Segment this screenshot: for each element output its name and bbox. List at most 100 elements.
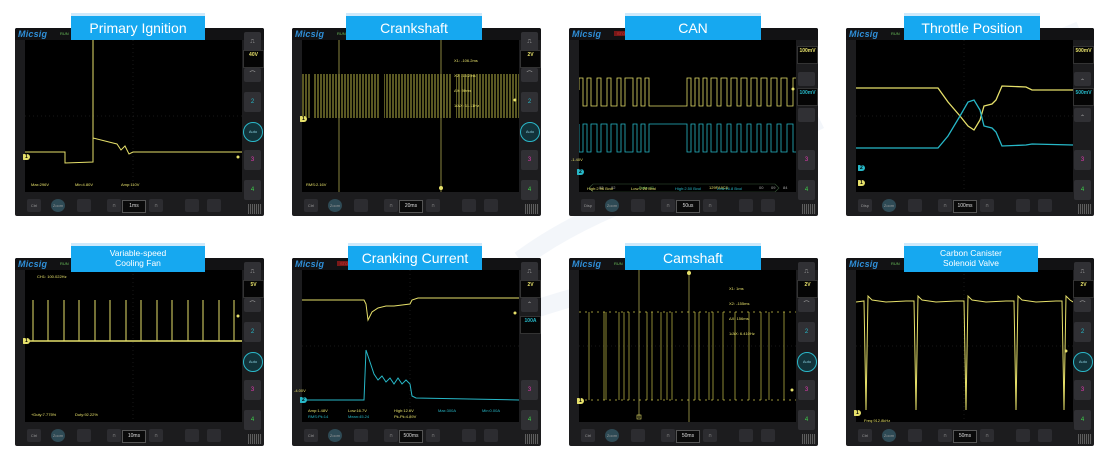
- ch4-button[interactable]: 4: [798, 410, 815, 430]
- timebase-decrease-button[interactable]: ⊓: [107, 429, 121, 442]
- ch3-button[interactable]: 3: [521, 380, 538, 400]
- timebase-increase-button[interactable]: ⊓: [149, 199, 163, 212]
- ch2-button[interactable]: 2: [798, 322, 815, 342]
- ch4-button[interactable]: 4: [244, 180, 261, 200]
- trigger-edge-button[interactable]: ⎍: [244, 32, 261, 52]
- save-button[interactable]: [1016, 429, 1030, 442]
- ctrl-button[interactable]: Ctrl: [27, 199, 41, 212]
- timebase-decrease-button[interactable]: ⊓: [661, 199, 675, 212]
- ch1-marker[interactable]: 1: [858, 180, 865, 186]
- measure-button[interactable]: [354, 199, 368, 212]
- zoom-button[interactable]: Zoom: [51, 199, 65, 212]
- timebase-decrease-button[interactable]: ⊓: [384, 199, 398, 212]
- menu-button[interactable]: [207, 429, 221, 442]
- ch2-adjust-button[interactable]: ⌃: [1074, 108, 1091, 122]
- ch1-adjust-button[interactable]: ⌃: [1074, 72, 1091, 86]
- ch1-scale[interactable]: 100mV: [797, 46, 818, 64]
- ch1-marker[interactable]: 1: [577, 398, 584, 404]
- zoom-button[interactable]: Zoom: [605, 429, 619, 442]
- ch2-scale[interactable]: 100mV: [797, 88, 818, 106]
- trigger-edge-button[interactable]: ⎍: [521, 32, 538, 52]
- ch1-scale[interactable]: 2V: [520, 50, 541, 68]
- measure-button[interactable]: [908, 199, 922, 212]
- ch2-button[interactable]: 2: [1074, 322, 1091, 342]
- ch1-adjust-button[interactable]: ⌃: [521, 298, 538, 312]
- ch2-marker[interactable]: 2: [300, 397, 307, 403]
- zoom-button[interactable]: Zoom: [51, 429, 65, 442]
- timebase-increase-button[interactable]: ⊓: [980, 429, 994, 442]
- zoom-button[interactable]: Zoom: [328, 429, 342, 442]
- ch4-button[interactable]: 4: [1074, 410, 1091, 430]
- ctrl-button[interactable]: Ctrl: [304, 199, 318, 212]
- disp-button[interactable]: Disp: [858, 199, 872, 212]
- run-state[interactable]: RUN: [891, 31, 900, 36]
- ch3-button[interactable]: 3: [798, 380, 815, 400]
- ch3-button[interactable]: 3: [798, 150, 815, 170]
- timebase-increase-button[interactable]: ⊓: [426, 199, 440, 212]
- measure-button[interactable]: [77, 199, 91, 212]
- ch1-scale[interactable]: 40V: [243, 50, 264, 68]
- ch1-marker[interactable]: 1: [23, 338, 30, 344]
- trigger-slope-button[interactable]: ⌒: [521, 68, 538, 82]
- ch3-button[interactable]: 3: [244, 150, 261, 170]
- timebase-decrease-button[interactable]: ⊓: [938, 199, 952, 212]
- menu-button[interactable]: [207, 199, 221, 212]
- auto-button[interactable]: Auto: [243, 352, 263, 372]
- measure-button[interactable]: [354, 429, 368, 442]
- ch2-marker[interactable]: 2: [858, 165, 865, 171]
- menu-button[interactable]: [1038, 429, 1052, 442]
- ch3-button[interactable]: 3: [244, 380, 261, 400]
- ch2-scale[interactable]: 500mV: [1073, 88, 1094, 106]
- save-button[interactable]: [739, 429, 753, 442]
- zoom-button[interactable]: Zoom: [882, 199, 896, 212]
- timebase-increase-button[interactable]: ⊓: [149, 429, 163, 442]
- ch4-button[interactable]: 4: [521, 410, 538, 430]
- zoom-button[interactable]: Zoom: [328, 199, 342, 212]
- timebase-value[interactable]: 50us: [676, 200, 700, 213]
- save-button[interactable]: [185, 199, 199, 212]
- timebase-increase-button[interactable]: ⊓: [980, 199, 994, 212]
- save-button[interactable]: [185, 429, 199, 442]
- timebase-decrease-button[interactable]: ⊓: [938, 429, 952, 442]
- ch2-adjust-button[interactable]: [798, 108, 815, 122]
- menu-button[interactable]: [484, 199, 498, 212]
- ch1-adjust-button[interactable]: [798, 72, 815, 86]
- menu-button[interactable]: [761, 199, 775, 212]
- trigger-edge-button[interactable]: ⎍: [798, 262, 815, 282]
- ch4-button[interactable]: 4: [521, 180, 538, 200]
- auto-button[interactable]: Auto: [520, 122, 540, 142]
- run-state[interactable]: RUN: [60, 31, 69, 36]
- measure-button[interactable]: [631, 429, 645, 442]
- save-button[interactable]: [462, 429, 476, 442]
- ctrl-button[interactable]: Ctrl: [27, 429, 41, 442]
- timebase-increase-button[interactable]: ⊓: [426, 429, 440, 442]
- ch2-button[interactable]: 2: [244, 322, 261, 342]
- ch2-button[interactable]: 2: [244, 92, 261, 112]
- trigger-edge-button[interactable]: ⎍: [1074, 262, 1091, 282]
- run-state[interactable]: STOP: [337, 261, 354, 266]
- trigger-slope-button[interactable]: ⌒: [244, 298, 261, 312]
- run-state[interactable]: RUN: [614, 261, 623, 266]
- timebase-increase-button[interactable]: ⊓: [703, 429, 717, 442]
- trigger-slope-button[interactable]: ⌒: [798, 298, 815, 312]
- auto-button[interactable]: Auto: [1073, 352, 1093, 372]
- ctrl-button[interactable]: Ctrl: [581, 429, 595, 442]
- menu-button[interactable]: [1038, 199, 1052, 212]
- trigger-edge-button[interactable]: ⎍: [521, 262, 538, 282]
- save-button[interactable]: [462, 199, 476, 212]
- menu-button[interactable]: [484, 429, 498, 442]
- ch1-marker[interactable]: 1: [23, 154, 30, 160]
- run-state[interactable]: STOP: [614, 31, 631, 36]
- ch4-button[interactable]: 4: [798, 180, 815, 200]
- ch1-scale[interactable]: 500mV: [1073, 46, 1094, 64]
- disp-button[interactable]: Disp: [581, 199, 595, 212]
- save-button[interactable]: [1016, 199, 1030, 212]
- run-state[interactable]: RUN: [337, 31, 346, 36]
- ch2-marker[interactable]: 2: [577, 169, 584, 175]
- trigger-edge-button[interactable]: ⎍: [244, 262, 261, 282]
- trigger-slope-button[interactable]: ⌒: [1074, 298, 1091, 312]
- ch4-button[interactable]: 4: [244, 410, 261, 430]
- ch1-marker[interactable]: 1: [300, 116, 307, 122]
- menu-button[interactable]: [761, 429, 775, 442]
- ch1-scale[interactable]: 2V: [520, 280, 541, 298]
